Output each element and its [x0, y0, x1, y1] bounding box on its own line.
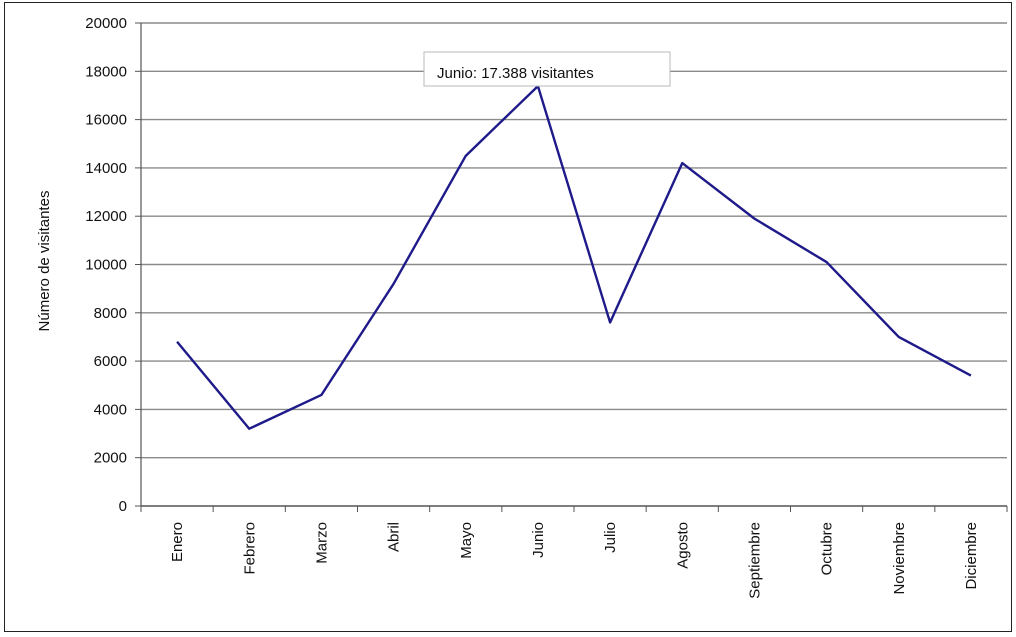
annotation-text: Junio: 17.388 visitantes — [437, 65, 594, 82]
y-tick-label: 8000 — [94, 305, 127, 322]
x-tick-label: Noviembre — [891, 522, 908, 595]
x-tick-label: Abril — [386, 522, 403, 552]
x-tick-label: Diciembre — [963, 522, 980, 590]
line-chart: 0 2000 4000 6000 8000 10000 12000 14000 16000 180… — [36, 15, 1008, 599]
grid-layer — [141, 22, 1007, 507]
y-axis-label: Número de visitantes — [36, 191, 53, 332]
x-tick-label: Junio — [530, 522, 547, 558]
chart-frame: 0 2000 4000 6000 8000 10000 12000 14000 16000 180… — [4, 2, 1012, 632]
annotation-box — [423, 51, 671, 87]
y-tick-label: 16000 — [85, 112, 127, 129]
y-tick-label: 0 — [119, 498, 127, 515]
y-tick-label: 20000 — [85, 15, 127, 32]
x-tick-label: Mayo — [458, 522, 475, 559]
series-layer — [176, 84, 972, 430]
y-tick-label: 4000 — [94, 401, 127, 418]
x-tick-label: Febrero — [241, 522, 258, 575]
x-tick-label: Julio — [602, 522, 619, 553]
label-layer: Número de visitantes — [36, 191, 53, 332]
y-tick-label: 12000 — [85, 208, 127, 225]
y-tick-label: 14000 — [85, 160, 127, 177]
y-tick-label: 10000 — [85, 257, 127, 274]
axis-layer: 0 2000 4000 6000 8000 10000 12000 14000 16000 180… — [85, 15, 1008, 599]
y-tick-label: 18000 — [85, 63, 127, 80]
y-tick-label: 6000 — [94, 353, 127, 370]
annotation-layer: Junio: 17.388 visitantes — [423, 51, 671, 87]
x-tick-label: Septiembre — [746, 522, 763, 599]
x-tick-label: Marzo — [313, 522, 330, 564]
series-line — [176, 84, 972, 430]
x-tick-label: Octubre — [819, 522, 836, 575]
x-tick-label: Enero — [169, 522, 186, 562]
y-tick-label: 2000 — [94, 450, 127, 467]
x-tick-label: Agosto — [674, 522, 691, 569]
